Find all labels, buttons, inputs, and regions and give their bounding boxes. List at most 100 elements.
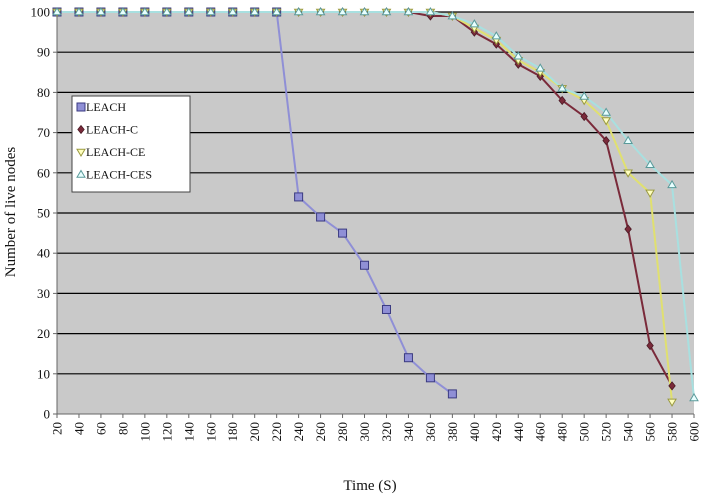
data-point (74, 7, 84, 16)
x-tick-label: 140 (181, 422, 196, 442)
y-tick-label: 80 (37, 85, 50, 100)
x-tick-label: 380 (445, 422, 460, 442)
data-point (602, 135, 610, 146)
x-tick-label: 260 (313, 422, 328, 442)
x-tick-label: 320 (379, 422, 394, 442)
data-point (645, 159, 655, 169)
x-tick-label: 80 (115, 422, 130, 435)
x-tick-label: 500 (577, 422, 592, 442)
x-tick-label: 580 (665, 422, 680, 442)
legend-label: LEACH (86, 100, 126, 114)
data-point (645, 189, 655, 198)
y-axis-title: Number of live nodes (3, 147, 19, 278)
data-point (294, 192, 304, 202)
data-point (689, 392, 699, 402)
data-point (558, 95, 566, 106)
data-point (338, 228, 348, 238)
y-tick-label: 90 (37, 45, 50, 60)
data-point (403, 353, 413, 363)
x-tick-label: 520 (599, 422, 614, 442)
data-point (667, 398, 677, 407)
data-point (118, 7, 128, 16)
data-point (469, 19, 480, 28)
data-point (668, 381, 676, 391)
y-tick-label: 50 (37, 206, 50, 221)
data-point (76, 169, 86, 178)
x-tick-label: 120 (159, 422, 174, 442)
legend-label: LEACH-C (86, 123, 138, 137)
data-point (359, 7, 370, 16)
data-point (293, 7, 304, 16)
y-tick-label: 70 (37, 125, 50, 140)
legend-label: LEACH-CE (86, 145, 145, 159)
x-tick-label: 460 (533, 422, 548, 442)
x-tick-label: 600 (687, 422, 702, 442)
y-tick-label: 100 (31, 5, 51, 20)
data-point (360, 260, 370, 270)
series-markers (52, 7, 699, 407)
data-point (513, 51, 524, 60)
x-tick-label: 440 (511, 422, 526, 442)
data-point (580, 111, 588, 122)
data-point (557, 83, 568, 92)
data-point (667, 179, 677, 189)
data-point (337, 7, 348, 16)
x-tick-label: 540 (621, 422, 636, 442)
data-point (381, 7, 392, 16)
data-point (227, 7, 238, 16)
x-tick-label: 420 (489, 422, 504, 442)
data-point (403, 7, 414, 16)
data-point (425, 373, 435, 383)
data-point (77, 124, 85, 135)
data-point (315, 7, 326, 16)
data-point (271, 7, 282, 16)
data-point (579, 91, 590, 100)
x-tick-label: 360 (423, 422, 438, 442)
data-point (316, 212, 326, 222)
x-tick-label: 40 (71, 422, 86, 435)
x-tick-label: 480 (555, 422, 570, 442)
x-axis-title: Time (S) (343, 478, 396, 494)
x-tick-label: 180 (225, 422, 240, 442)
data-point (381, 304, 391, 314)
x-tick-label: 100 (137, 422, 152, 442)
series-markers-3 (52, 7, 699, 402)
data-point (623, 135, 633, 144)
legend: LEACH LEACH-C LEACH-CE LEACH-CES (71, 95, 191, 193)
data-point (447, 11, 458, 20)
x-tick-label: 220 (269, 422, 284, 442)
x-tick-label: 280 (335, 422, 350, 442)
data-point (535, 63, 546, 72)
x-tick-label: 60 (93, 422, 108, 435)
data-point (205, 7, 216, 16)
x-tick-label: 340 (401, 422, 416, 442)
y-tick-labels: 0 10 20 30 40 50 60 70 80 90 100 (31, 5, 51, 422)
data-point (96, 7, 106, 16)
axes (53, 11, 695, 418)
y-tick-label: 10 (37, 366, 50, 381)
legend-label: LEACH-CES (86, 168, 152, 182)
data-point (139, 7, 150, 16)
data-point (76, 102, 86, 112)
x-tick-label: 240 (291, 422, 306, 442)
x-tick-labels: 20 40 60 80 100 120 140 160 180 200 220 240 260 280 30… (50, 422, 702, 442)
data-point (601, 117, 612, 126)
y-tick-label: 0 (44, 407, 51, 422)
data-point (161, 7, 172, 16)
x-tick-label: 200 (247, 422, 262, 442)
data-point (491, 31, 502, 40)
data-point (183, 7, 194, 16)
x-tick-label: 560 (643, 422, 658, 442)
data-point (52, 7, 62, 16)
y-tick-label: 20 (37, 326, 50, 341)
data-point (249, 7, 260, 16)
y-tick-label: 60 (37, 165, 50, 180)
x-tick-label: 300 (357, 422, 372, 442)
x-tick-label: 400 (467, 422, 482, 442)
x-tick-label: 160 (203, 422, 218, 442)
data-point (601, 107, 612, 116)
data-point (646, 341, 654, 351)
data-point (447, 389, 457, 399)
data-point (624, 224, 632, 234)
